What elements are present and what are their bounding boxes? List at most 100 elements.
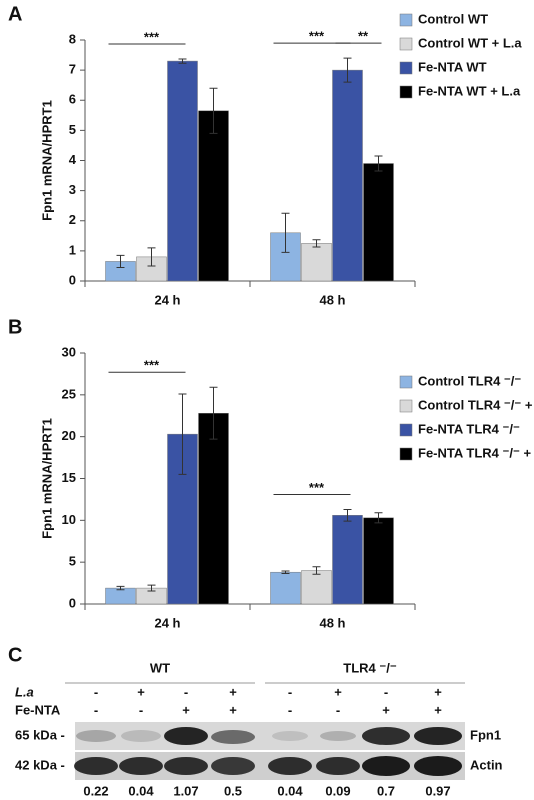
lane-sign: - <box>94 702 98 717</box>
y-tick-label: 5 <box>69 554 76 569</box>
error-bar <box>178 393 187 475</box>
quantification: 0.04 <box>277 783 303 798</box>
lane-sign: + <box>182 702 190 717</box>
band-size: 65 kDa - <box>15 727 65 742</box>
significance-label: *** <box>144 29 160 44</box>
bar <box>363 517 394 605</box>
lane-sign: - <box>94 684 98 699</box>
y-axis-label: Fpn1 mRNA/HPRT1 <box>39 418 54 539</box>
y-tick-label: 5 <box>69 122 76 137</box>
quantification: 0.97 <box>425 783 450 798</box>
y-tick-label: 6 <box>69 92 76 107</box>
legend-label: Fe-NTA TLR4 ⁻/⁻ + L.a <box>418 445 534 460</box>
error-bar <box>281 570 290 574</box>
lane-sign: + <box>229 684 237 699</box>
legend-swatch <box>399 85 413 99</box>
lane-sign: + <box>434 684 442 699</box>
legend-label: Fe-NTA TLR4 ⁻/⁻ <box>418 421 520 436</box>
x-tick-label: 48 h <box>319 292 345 307</box>
error-bar <box>343 508 352 522</box>
error-bar <box>343 57 352 83</box>
bar <box>301 570 332 605</box>
legend-swatch <box>399 399 413 413</box>
bar <box>167 60 198 282</box>
group-label: TLR4 ⁻/⁻ <box>343 660 397 675</box>
bar <box>332 515 363 605</box>
quantification: 0.22 <box>83 783 108 798</box>
error-bar <box>209 386 218 440</box>
y-tick-label: 15 <box>62 470 76 485</box>
y-tick-label: 2 <box>69 212 76 227</box>
significance-label: ** <box>358 29 369 44</box>
legend-swatch <box>399 423 413 437</box>
y-tick-label: 1 <box>69 242 76 257</box>
lane-sign: - <box>384 684 388 699</box>
legend-swatch <box>399 61 413 75</box>
bar <box>363 163 394 282</box>
lane-sign: - <box>288 684 292 699</box>
legend-label: Control WT + L.a <box>418 35 522 50</box>
actin-bands <box>74 756 462 776</box>
x-tick-label: 24 h <box>154 292 180 307</box>
bar <box>105 587 136 605</box>
protein-label: Actin <box>470 757 503 772</box>
panel-label: A <box>8 3 22 25</box>
lane-sign: - <box>288 702 292 717</box>
lane-sign: + <box>434 702 442 717</box>
lane-sign: + <box>334 684 342 699</box>
quantification: 0.09 <box>325 783 350 798</box>
y-tick-label: 0 <box>69 272 76 287</box>
error-bar <box>374 155 383 172</box>
lane-sign: + <box>382 702 390 717</box>
y-tick-label: 25 <box>62 386 76 401</box>
bar <box>332 69 363 282</box>
legend-label: Fe-NTA WT + L.a <box>418 83 521 98</box>
panel-label: C <box>8 644 22 666</box>
legend-label: Fe-NTA WT <box>418 59 487 74</box>
legend-swatch <box>399 447 413 461</box>
lane-sign: - <box>184 684 188 699</box>
legend-swatch <box>399 375 413 389</box>
legend-label: Control WT <box>418 11 488 26</box>
error-bar <box>116 254 125 268</box>
error-bar <box>147 247 156 267</box>
legend-label: Control TLR4 ⁻/⁻ <box>418 373 521 388</box>
error-bar <box>178 58 187 64</box>
error-bar <box>147 584 156 592</box>
quantification: 1.07 <box>173 783 198 798</box>
error-bar <box>281 212 290 253</box>
y-tick-label: 4 <box>69 152 77 167</box>
quantification: 0.04 <box>128 783 154 798</box>
y-axis-label: Fpn1 mRNA/HPRT1 <box>39 100 54 221</box>
y-tick-label: 8 <box>69 31 76 46</box>
error-bar <box>374 512 383 524</box>
legend-label: Control TLR4 ⁻/⁻ + L.a <box>418 397 534 412</box>
lane-sign: - <box>336 702 340 717</box>
group-label: WT <box>150 660 170 675</box>
quantification: 0.7 <box>377 783 395 798</box>
significance-label: *** <box>309 480 325 495</box>
y-tick-label: 30 <box>62 344 76 359</box>
legend-swatch <box>399 37 413 51</box>
band-size: 42 kDa - <box>15 757 65 772</box>
panel-label: B <box>8 316 22 338</box>
lane-sign: + <box>229 702 237 717</box>
error-bar <box>312 239 321 248</box>
bar <box>301 243 332 282</box>
bar <box>198 412 229 605</box>
protein-label: Fpn1 <box>470 727 501 742</box>
significance-label: *** <box>144 358 160 373</box>
error-bar <box>312 566 321 575</box>
y-tick-label: 7 <box>69 62 76 77</box>
lane-sign: - <box>139 702 143 717</box>
error-bar <box>116 585 125 591</box>
fpn1-bands <box>76 727 462 745</box>
y-tick-label: 10 <box>62 512 76 527</box>
x-tick-label: 24 h <box>154 615 180 630</box>
bar <box>270 571 301 605</box>
quantification: 0.5 <box>224 783 242 798</box>
row-label: Fe-NTA <box>15 702 61 717</box>
y-tick-label: 20 <box>62 428 76 443</box>
x-tick-label: 48 h <box>319 615 345 630</box>
